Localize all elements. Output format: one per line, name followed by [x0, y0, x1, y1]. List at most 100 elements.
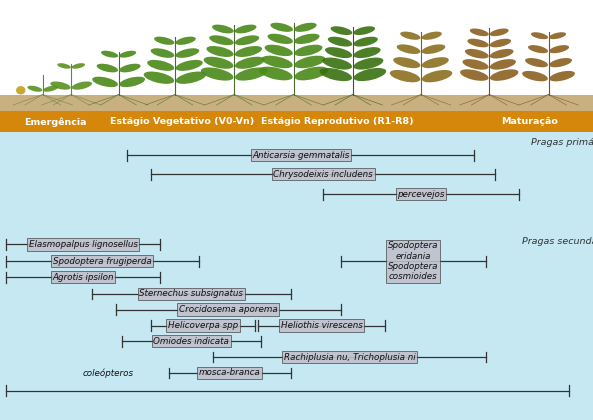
Ellipse shape: [490, 39, 511, 47]
Ellipse shape: [522, 71, 548, 81]
Ellipse shape: [259, 67, 293, 80]
Ellipse shape: [397, 45, 420, 54]
Ellipse shape: [92, 77, 118, 87]
Ellipse shape: [422, 70, 452, 82]
Ellipse shape: [235, 25, 256, 33]
Ellipse shape: [176, 60, 203, 71]
Text: Pragas primárias: Pragas primárias: [531, 138, 593, 147]
Ellipse shape: [209, 35, 234, 45]
Ellipse shape: [235, 68, 267, 81]
Ellipse shape: [206, 46, 234, 57]
Text: coleópteros: coleópteros: [82, 368, 134, 378]
Ellipse shape: [50, 81, 71, 90]
Ellipse shape: [144, 71, 174, 84]
Ellipse shape: [525, 58, 548, 67]
Ellipse shape: [101, 51, 118, 58]
Ellipse shape: [353, 37, 378, 47]
Ellipse shape: [422, 57, 449, 68]
Text: Spodoptera frugiperda: Spodoptera frugiperda: [53, 257, 152, 266]
Ellipse shape: [320, 68, 352, 81]
Ellipse shape: [463, 59, 489, 70]
Ellipse shape: [322, 58, 352, 70]
Text: Helicoverpa spp: Helicoverpa spp: [168, 321, 238, 330]
Ellipse shape: [422, 45, 445, 54]
Ellipse shape: [353, 26, 375, 35]
Ellipse shape: [176, 48, 199, 58]
Ellipse shape: [328, 37, 352, 47]
Text: Rachiplusia nu, Trichoplusia ni: Rachiplusia nu, Trichoplusia ni: [284, 352, 416, 362]
Text: Chrysodeixis includens: Chrysodeixis includens: [273, 170, 373, 179]
Ellipse shape: [294, 56, 326, 68]
Ellipse shape: [151, 48, 174, 58]
Ellipse shape: [422, 32, 442, 40]
Ellipse shape: [549, 71, 575, 81]
Ellipse shape: [460, 69, 489, 81]
Ellipse shape: [147, 60, 174, 71]
Ellipse shape: [235, 57, 265, 69]
Bar: [0, 0, 593, 111]
Ellipse shape: [235, 35, 259, 45]
Text: Anticarsia gemmatalis: Anticarsia gemmatalis: [253, 151, 349, 160]
Ellipse shape: [119, 64, 141, 72]
Text: Sternechus subsignatus: Sternechus subsignatus: [139, 289, 243, 299]
Ellipse shape: [353, 68, 386, 81]
Ellipse shape: [390, 70, 420, 82]
Ellipse shape: [72, 63, 85, 69]
Ellipse shape: [154, 37, 174, 45]
Text: Heliothis virescens: Heliothis virescens: [281, 321, 362, 330]
Ellipse shape: [212, 25, 234, 33]
Ellipse shape: [294, 45, 323, 56]
Ellipse shape: [176, 37, 196, 45]
Ellipse shape: [353, 47, 381, 58]
Ellipse shape: [16, 86, 25, 94]
Text: Pragas secundárias: Pragas secundárias: [522, 237, 593, 246]
Text: Estágio Reprodutivo (R1-R8): Estágio Reprodutivo (R1-R8): [261, 117, 413, 126]
Ellipse shape: [72, 81, 92, 90]
Ellipse shape: [262, 56, 293, 68]
Ellipse shape: [176, 71, 206, 84]
Text: percevejos: percevejos: [397, 189, 445, 199]
Ellipse shape: [490, 29, 509, 36]
Bar: [0, 94, 593, 111]
Ellipse shape: [467, 39, 489, 47]
Ellipse shape: [331, 26, 352, 35]
Bar: [0, 132, 593, 420]
Ellipse shape: [393, 57, 420, 68]
Ellipse shape: [235, 46, 262, 57]
Ellipse shape: [549, 32, 566, 39]
Ellipse shape: [119, 51, 136, 58]
Ellipse shape: [97, 64, 118, 72]
Ellipse shape: [353, 58, 384, 70]
Ellipse shape: [528, 45, 548, 53]
Ellipse shape: [294, 23, 317, 32]
Ellipse shape: [119, 77, 145, 87]
Ellipse shape: [58, 63, 71, 69]
Ellipse shape: [325, 47, 352, 58]
Text: Crocidosema aporema: Crocidosema aporema: [179, 305, 278, 314]
Ellipse shape: [490, 59, 516, 70]
Text: Spodoptera
eridania
Spodoptera
cosmioides: Spodoptera eridania Spodoptera cosmioide…: [388, 241, 439, 281]
Ellipse shape: [490, 49, 514, 58]
Bar: [0, 111, 593, 132]
Text: Omiodes indicata: Omiodes indicata: [154, 336, 229, 346]
Ellipse shape: [203, 57, 234, 69]
Ellipse shape: [294, 67, 329, 80]
Ellipse shape: [264, 45, 293, 56]
Ellipse shape: [201, 68, 234, 81]
Bar: [0, 44, 593, 132]
Text: mosca-branca: mosca-branca: [199, 368, 261, 378]
Text: Elasmopalpus lignosellus: Elasmopalpus lignosellus: [28, 240, 138, 249]
Ellipse shape: [465, 49, 489, 58]
Ellipse shape: [294, 34, 320, 44]
Text: Emergência: Emergência: [24, 117, 86, 126]
Ellipse shape: [43, 86, 58, 92]
Text: Agrotis ipsilon: Agrotis ipsilon: [52, 273, 114, 282]
Ellipse shape: [400, 32, 420, 40]
Ellipse shape: [267, 34, 293, 44]
Ellipse shape: [531, 32, 548, 39]
Ellipse shape: [470, 29, 489, 36]
Ellipse shape: [549, 58, 572, 67]
Text: Maturação: Maturação: [501, 117, 558, 126]
Ellipse shape: [270, 23, 293, 32]
Ellipse shape: [490, 69, 518, 81]
